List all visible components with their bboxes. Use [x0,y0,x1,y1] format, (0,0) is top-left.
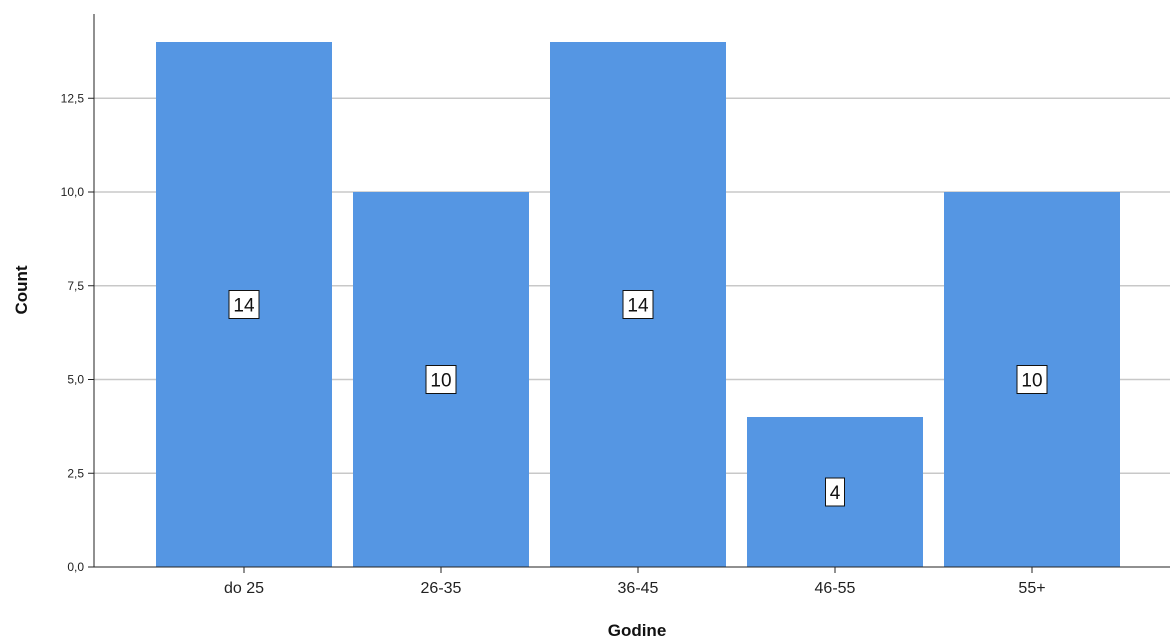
data-label-box [228,290,260,319]
y-tick-labels: 0,0 2,5 5,0 7,5 10,0 12,5 [61,91,94,574]
y-axis-title: Count [12,265,31,314]
x-tick-label: 36-45 [618,580,659,597]
data-label-box [825,477,845,507]
data-label-box [425,365,457,394]
data-label: 14 [627,296,649,317]
x-tick-label: 46-55 [815,580,856,597]
x-tick-label: 55+ [1018,580,1045,597]
y-tick-label: 10,0 [61,185,85,199]
data-label: 14 [233,296,255,317]
x-axis-title: Godine [608,621,667,638]
x-tick-label: 26-35 [421,580,462,597]
y-tick-label: 2,5 [67,466,84,480]
y-tick-label: 12,5 [61,91,85,105]
x-tick-labels: do 25 26-35 36-45 46-55 55+ [224,567,1046,597]
y-tick-label: 0,0 [67,560,84,574]
data-label: 10 [430,371,451,392]
data-labels: 14 10 14 4 10 [228,290,1048,507]
axes [93,14,1170,568]
y-tick-label: 7,5 [67,279,84,293]
data-label-box [1016,365,1048,394]
data-label-box [622,290,654,319]
y-tick-label: 5,0 [67,373,84,387]
data-label: 4 [830,483,841,504]
data-label: 10 [1021,371,1042,392]
x-tick-label: do 25 [224,580,264,597]
